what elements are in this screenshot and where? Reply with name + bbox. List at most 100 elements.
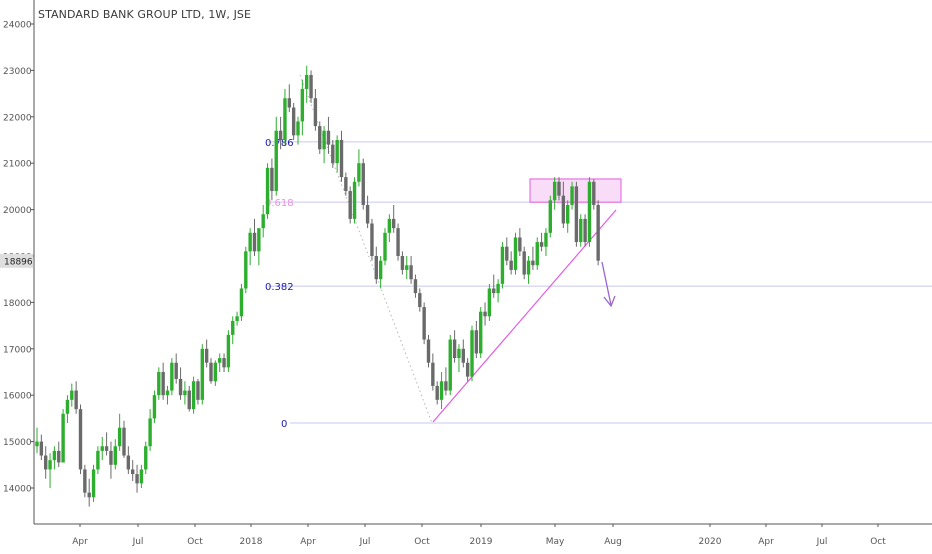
candle xyxy=(274,116,278,196)
candle xyxy=(126,446,131,475)
x-tick-label: Apr xyxy=(72,537,88,547)
fib-label-0: 0 xyxy=(281,419,287,430)
candle xyxy=(109,441,113,479)
candle xyxy=(74,381,78,414)
candle-body xyxy=(131,469,135,475)
fib-label-0382: 0.382 xyxy=(265,282,294,293)
candle-body xyxy=(35,441,39,447)
y-tick-label: 16000 xyxy=(3,392,32,402)
candle-body xyxy=(318,126,322,150)
candle-body xyxy=(218,358,222,363)
candle-body xyxy=(61,413,65,463)
candle-body xyxy=(126,455,131,470)
candle xyxy=(431,353,435,391)
candle-body xyxy=(439,381,444,400)
candle-body xyxy=(52,450,57,461)
candle xyxy=(257,228,261,266)
candle xyxy=(174,353,178,384)
candle xyxy=(44,446,48,479)
candle xyxy=(83,464,87,498)
candle xyxy=(222,353,226,372)
candle-body xyxy=(109,450,113,465)
candle-body xyxy=(309,75,313,99)
candle-body xyxy=(235,316,239,321)
candle-body xyxy=(496,283,500,294)
candle xyxy=(448,334,452,396)
y-tick-label: 15000 xyxy=(3,438,32,448)
y-tick-label: 24000 xyxy=(3,21,32,31)
candle-body xyxy=(513,237,518,270)
candle xyxy=(474,320,479,359)
candle-body xyxy=(570,186,574,205)
candle-body xyxy=(492,288,496,294)
candle xyxy=(183,381,187,405)
candle xyxy=(196,378,200,405)
candle xyxy=(413,274,418,298)
candle-body xyxy=(39,441,44,456)
candle-body xyxy=(83,469,87,493)
candle xyxy=(122,420,126,458)
candle-body xyxy=(470,330,474,377)
last-price-badge xyxy=(0,253,33,268)
x-tick-label: Oct xyxy=(870,537,886,547)
projection-arrow-shaft xyxy=(601,261,612,306)
candle-body xyxy=(296,121,300,136)
candle-body xyxy=(148,418,152,447)
candle-body xyxy=(552,181,557,201)
candle xyxy=(157,367,161,400)
candle xyxy=(435,381,439,405)
candle-body xyxy=(596,204,600,261)
x-tick-label: Oct xyxy=(187,537,203,547)
candle xyxy=(500,242,505,289)
candle-body xyxy=(474,330,479,354)
candle-body xyxy=(213,362,218,382)
candle-body xyxy=(448,339,452,391)
candle-body xyxy=(378,260,383,280)
candle-body xyxy=(226,334,231,368)
candle-body xyxy=(305,75,309,89)
candle-body xyxy=(152,395,157,419)
candle xyxy=(100,436,104,461)
y-tick-label: 18000 xyxy=(3,299,32,309)
candle-body xyxy=(579,218,583,243)
candle xyxy=(265,163,270,219)
candle xyxy=(426,334,431,368)
y-tick-label: 22000 xyxy=(3,113,32,123)
candle-body xyxy=(74,390,78,410)
candle xyxy=(561,181,566,229)
candle-body xyxy=(461,348,465,363)
x-tick-label: 2020 xyxy=(699,537,722,547)
candle xyxy=(418,288,422,312)
candle-body xyxy=(566,204,570,224)
candle-body xyxy=(539,242,544,247)
candle-body xyxy=(413,279,418,294)
candle xyxy=(505,237,509,266)
candle-body xyxy=(113,446,117,465)
last-price-label: 18896 xyxy=(4,257,33,267)
candle-body xyxy=(335,140,339,164)
candle xyxy=(70,383,74,407)
candle-body xyxy=(48,460,52,470)
candle xyxy=(104,432,109,456)
candle xyxy=(96,446,100,475)
y-tick-label: 21000 xyxy=(3,160,32,170)
candle-body xyxy=(409,265,413,280)
candle-body xyxy=(57,450,61,463)
x-tick-label: Jul xyxy=(132,537,144,547)
candle-body xyxy=(561,195,566,224)
x-tick-label: Apr xyxy=(758,537,774,547)
candle-body xyxy=(291,107,296,136)
candle xyxy=(35,427,39,454)
candle xyxy=(400,251,405,275)
candle-body xyxy=(70,390,74,400)
annotation-layer xyxy=(601,261,616,308)
candle-body xyxy=(183,390,187,396)
candle xyxy=(152,390,157,424)
candle xyxy=(305,65,309,103)
candle xyxy=(444,367,448,396)
candle xyxy=(496,279,500,303)
candle xyxy=(492,274,496,298)
